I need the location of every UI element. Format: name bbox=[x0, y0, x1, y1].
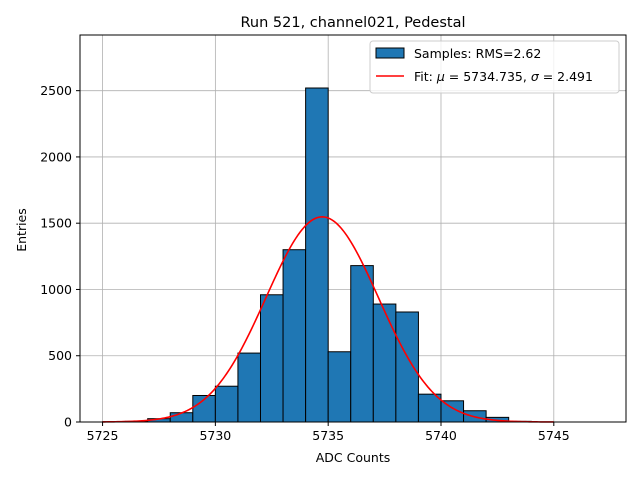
legend-fit-sigma-value: = 2.491 bbox=[539, 69, 593, 84]
legend-label-samples: Samples: RMS=2.62 bbox=[414, 46, 541, 61]
legend-fit-prefix: Fit: bbox=[414, 69, 437, 84]
histogram-bar bbox=[396, 312, 419, 422]
histogram-bar bbox=[418, 394, 441, 422]
x-tick-label: 5725 bbox=[87, 428, 119, 443]
chart-title: Run 521, channel021, Pedestal bbox=[240, 15, 465, 31]
y-tick-label: 2500 bbox=[40, 83, 72, 98]
y-tick-label: 0 bbox=[64, 415, 72, 430]
x-tick-label: 5740 bbox=[425, 428, 457, 443]
histogram-bar bbox=[238, 353, 261, 422]
legend-swatch-samples bbox=[376, 48, 404, 58]
histogram-bar bbox=[306, 88, 329, 422]
histogram-bar bbox=[283, 250, 306, 422]
x-axis-label: ADC Counts bbox=[316, 450, 391, 465]
y-tick-label: 2000 bbox=[40, 149, 72, 164]
legend: Samples: RMS=2.62 Fit: μ = 5734.735, σ =… bbox=[370, 41, 619, 93]
y-tick-label: 1500 bbox=[40, 216, 72, 231]
legend-fit-mu-value: = 5734.735, bbox=[445, 69, 531, 84]
histogram-bar bbox=[215, 386, 238, 422]
histogram-bar bbox=[351, 266, 374, 422]
legend-label-fit: Fit: μ = 5734.735, σ = 2.491 bbox=[414, 69, 593, 84]
y-tick-label: 1000 bbox=[40, 282, 72, 297]
y-tick-label: 500 bbox=[48, 348, 72, 363]
x-tick-label: 5735 bbox=[312, 428, 344, 443]
y-axis-label: Entries bbox=[14, 208, 29, 252]
histogram-bar bbox=[373, 304, 396, 422]
histogram-bar bbox=[328, 352, 351, 422]
histogram-bar bbox=[260, 295, 283, 422]
x-tick-label: 5730 bbox=[199, 428, 231, 443]
x-tick-label: 5745 bbox=[538, 428, 570, 443]
histogram-bar bbox=[170, 413, 193, 422]
legend-fit-mu-symbol: μ bbox=[436, 69, 445, 84]
